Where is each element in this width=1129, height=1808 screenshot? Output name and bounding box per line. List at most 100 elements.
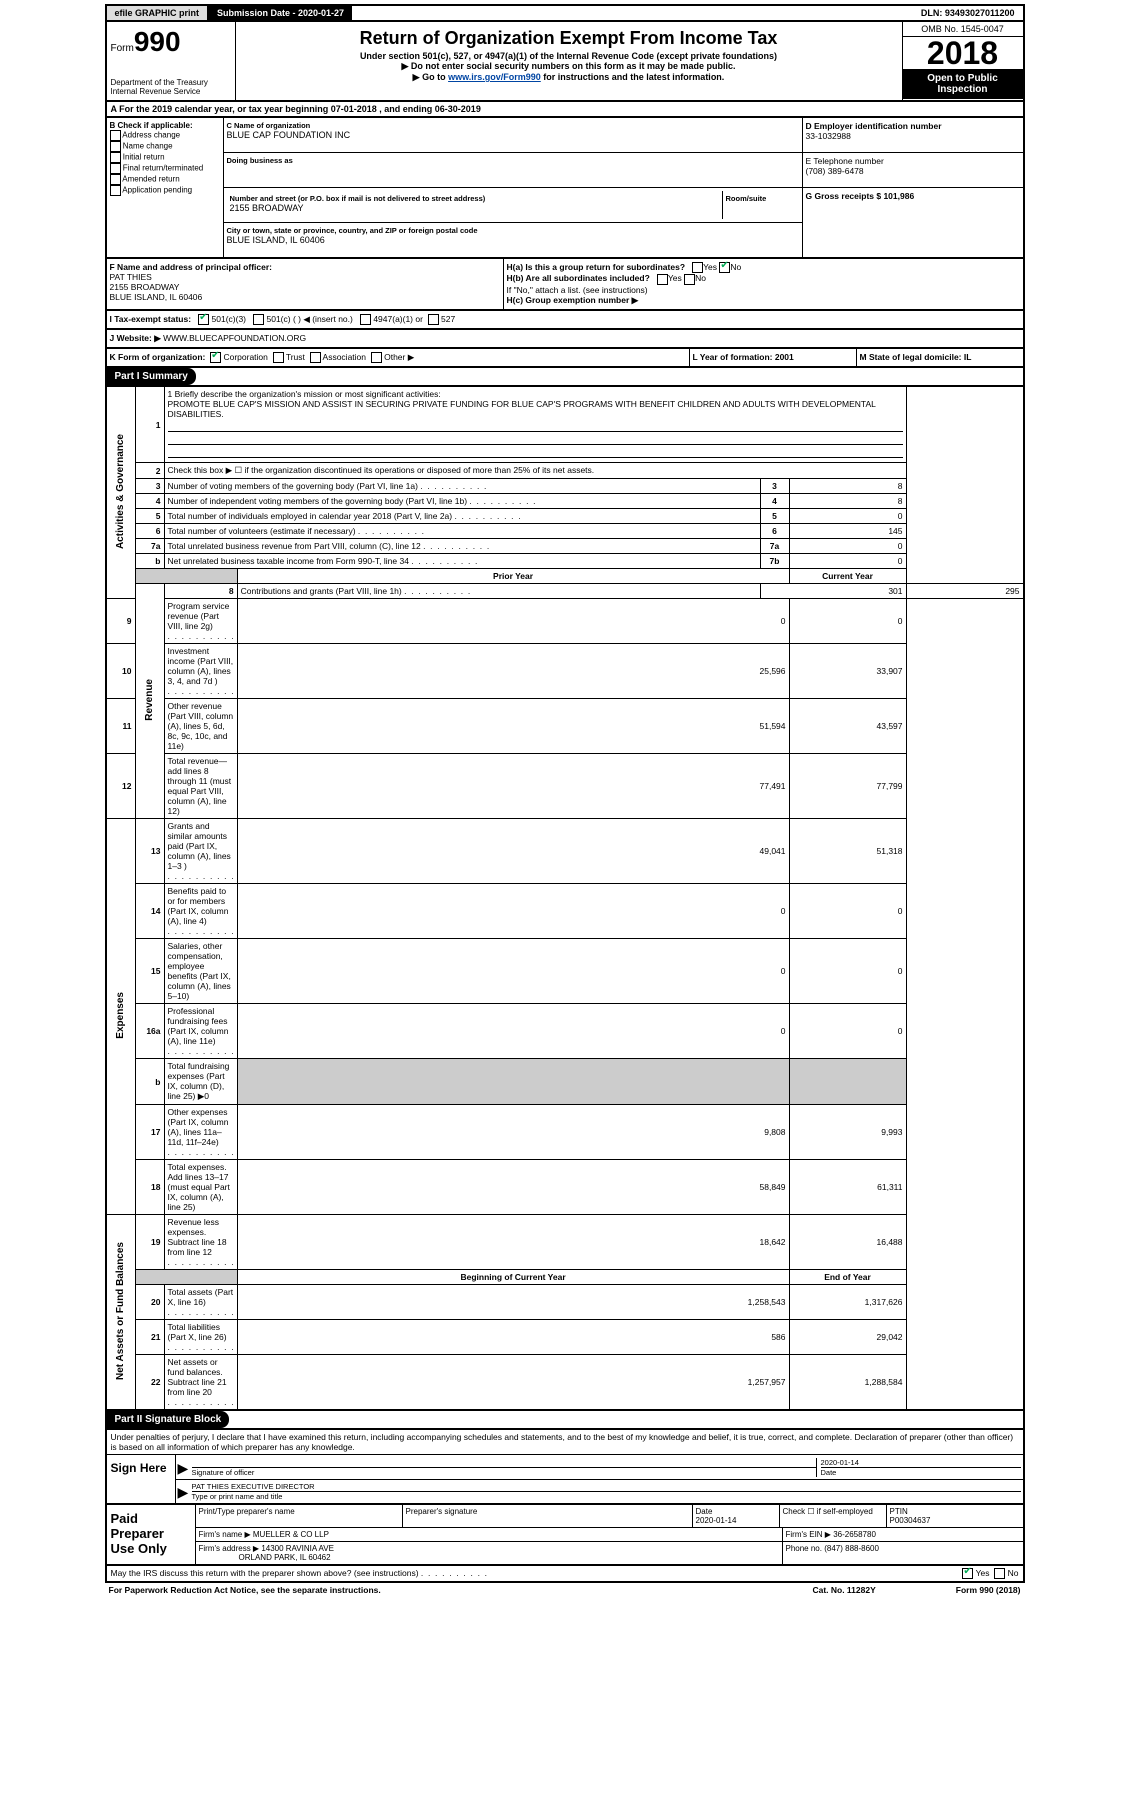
opt-final-return[interactable]: Final return/terminated (123, 164, 203, 173)
ptin-label: PTIN (890, 1507, 908, 1516)
ein-value: 33-1032988 (806, 131, 1020, 141)
hdr-current-year: Current Year (789, 569, 906, 584)
line11-cy: 43,597 (789, 699, 906, 754)
prep-date-value: 2020-01-14 (696, 1516, 737, 1525)
line22-cy: 1,288,584 (789, 1355, 906, 1411)
hb-label: H(b) Are all subordinates included? (507, 273, 650, 283)
line22-text: Net assets or fund balances. Subtract li… (168, 1357, 234, 1407)
org-name: BLUE CAP FOUNDATION INC (227, 130, 799, 140)
opt-other[interactable]: Other ▶ (384, 352, 414, 362)
tax-exempt-label: I Tax-exempt status: (110, 314, 192, 324)
line7b-box: 7b (760, 554, 789, 569)
summary-table: Activities & Governance 1 1 Briefly desc… (105, 385, 1025, 1411)
prep-sig-label: Preparer's signature (403, 1505, 693, 1527)
line5-val: 0 (789, 509, 906, 524)
name-title-label: Type or print name and title (192, 1491, 1021, 1501)
line21-cy: 29,042 (789, 1320, 906, 1355)
line13-cy: 51,318 (789, 819, 906, 884)
row-klm: K Form of organization: Corporation Trus… (105, 349, 1025, 368)
hb-note: If "No," attach a list. (see instruction… (507, 285, 1020, 295)
line9-py: 0 (237, 599, 789, 644)
line10-text: Investment income (Part VIII, column (A)… (168, 646, 234, 696)
opt-527[interactable]: 527 (441, 314, 455, 324)
phone-value: (708) 389-6478 (806, 166, 1020, 176)
line3-val: 8 (789, 479, 906, 494)
line12-text: Total revenue—add lines 8 through 11 (mu… (168, 756, 232, 816)
goto-post: for instructions and the latest informat… (541, 72, 725, 82)
firm-addr-label: Firm's address ▶ (199, 1544, 260, 1553)
line3-box: 3 (760, 479, 789, 494)
opt-corp[interactable]: Corporation (223, 352, 267, 362)
form-header: Form990 Department of the Treasury Inter… (105, 22, 1025, 102)
self-employed-check[interactable]: Check ☐ if self-employed (780, 1505, 887, 1527)
side-net: Net Assets or Fund Balances (115, 1242, 126, 1380)
opt-address-change[interactable]: Address change (122, 131, 180, 140)
form-prefix: Form (111, 43, 134, 54)
line16a-cy: 0 (789, 1004, 906, 1059)
street-address: 2155 BROADWAY (230, 203, 719, 213)
line5-text: Total number of individuals employed in … (168, 511, 521, 521)
hdr-prior-year: Prior Year (237, 569, 789, 584)
irs-form990-link[interactable]: www.irs.gov/Form990 (448, 72, 541, 82)
hdr-eoy: End of Year (789, 1270, 906, 1285)
row-a-tax-year: A For the 2019 calendar year, or tax yea… (105, 102, 1025, 118)
part2-header: Part II Signature Block (107, 1411, 230, 1428)
line3-text: Number of voting members of the governin… (168, 481, 487, 491)
line17-py: 9,808 (237, 1105, 789, 1160)
paperwork-notice: For Paperwork Reduction Act Notice, see … (109, 1585, 813, 1595)
line7b-val: 0 (789, 554, 906, 569)
website-value: WWW.BLUECAPFOUNDATION.ORG (163, 333, 306, 343)
discuss-question: May the IRS discuss this return with the… (111, 1568, 963, 1579)
officer-name-title: PAT THIES EXECUTIVE DIRECTOR (192, 1482, 315, 1491)
opt-assoc[interactable]: Association (323, 352, 366, 362)
officer-addr2: BLUE ISLAND, IL 60406 (110, 292, 500, 302)
line7a-box: 7a (760, 539, 789, 554)
line4-val: 8 (789, 494, 906, 509)
cat-no: Cat. No. 11282Y (812, 1585, 875, 1595)
opt-amended-return[interactable]: Amended return (122, 175, 179, 184)
firm-phone: (847) 888-8600 (824, 1544, 879, 1553)
city-state-zip: BLUE ISLAND, IL 60406 (227, 235, 799, 245)
discuss-no[interactable]: No (1008, 1568, 1019, 1578)
discuss-row: May the IRS discuss this return with the… (105, 1566, 1025, 1583)
line19-py: 18,642 (237, 1215, 789, 1270)
line15-cy: 0 (789, 939, 906, 1004)
line12-py: 77,491 (237, 754, 789, 819)
state-domicile: M State of legal domicile: IL (860, 352, 972, 362)
row-fh: F Name and address of principal officer:… (105, 259, 1025, 311)
hdr-boy: Beginning of Current Year (237, 1270, 789, 1285)
line22-py: 1,257,957 (237, 1355, 789, 1411)
line18-py: 58,849 (237, 1160, 789, 1215)
opt-initial-return[interactable]: Initial return (123, 153, 165, 162)
tax-year: 2018 (903, 37, 1023, 69)
officer-name: PAT THIES (110, 272, 500, 282)
ha-label: H(a) Is this a group return for subordin… (507, 262, 686, 272)
open-to-public: Open to Public Inspection (903, 69, 1023, 99)
opt-trust[interactable]: Trust (286, 352, 305, 362)
box-b-heading: B Check if applicable: (110, 121, 220, 130)
goto-pre: ▶ Go to (413, 72, 448, 82)
opt-application-pending[interactable]: Application pending (122, 186, 192, 195)
opt-501c3[interactable]: 501(c)(3) (212, 314, 246, 324)
opt-4947[interactable]: 4947(a)(1) or (373, 314, 423, 324)
city-label: City or town, state or province, country… (227, 226, 799, 235)
irs-label: Internal Revenue Service (111, 87, 231, 96)
line12-cy: 77,799 (789, 754, 906, 819)
discuss-yes[interactable]: Yes (976, 1568, 990, 1578)
line8-text: Contributions and grants (Part VIII, lin… (241, 586, 471, 596)
line18-text: Total expenses. Add lines 13–17 (must eq… (168, 1162, 230, 1212)
efile-print-button[interactable]: efile GRAPHIC print (107, 6, 210, 20)
firm-ein-label: Firm's EIN ▶ (786, 1530, 831, 1539)
prep-name-label: Print/Type preparer's name (196, 1505, 403, 1527)
line20-cy: 1,317,626 (789, 1285, 906, 1320)
side-expenses: Expenses (115, 992, 126, 1039)
line4-box: 4 (760, 494, 789, 509)
opt-501c[interactable]: 501(c) ( ) ◀ (insert no.) (266, 314, 352, 324)
firm-addr1: 14300 RAVINIA AVE (261, 1544, 334, 1553)
opt-name-change[interactable]: Name change (123, 142, 173, 151)
line14-cy: 0 (789, 884, 906, 939)
line8-cy: 295 (906, 584, 1024, 599)
ha-no: No (730, 262, 741, 272)
line2: Check this box ▶ ☐ if the organization d… (164, 463, 906, 479)
line19-cy: 16,488 (789, 1215, 906, 1270)
